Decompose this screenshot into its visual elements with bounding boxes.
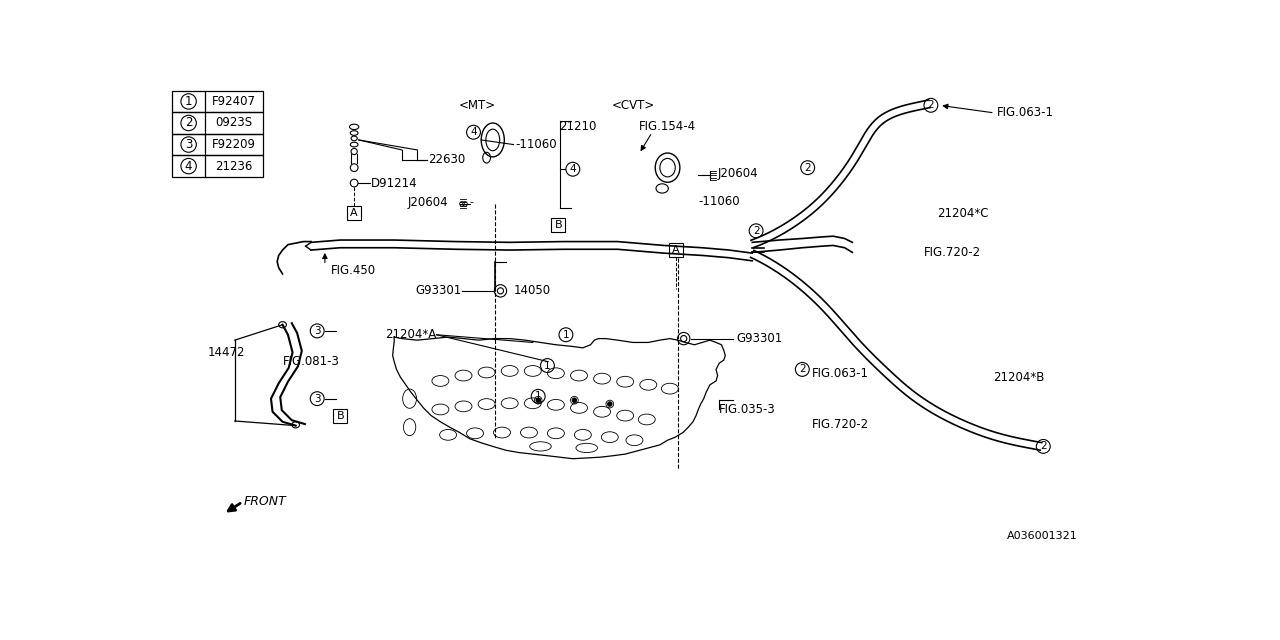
- Circle shape: [608, 402, 612, 406]
- Text: -: -: [470, 197, 474, 207]
- Text: 4: 4: [470, 127, 477, 137]
- Text: FRONT: FRONT: [244, 495, 287, 508]
- Bar: [552, 218, 566, 232]
- Text: <MT>: <MT>: [458, 99, 495, 112]
- Text: FIG.720-2: FIG.720-2: [924, 246, 980, 259]
- Text: 4: 4: [570, 164, 576, 174]
- Text: FIG.063-1: FIG.063-1: [812, 367, 869, 380]
- Bar: [173, 156, 262, 177]
- Text: 4: 4: [184, 159, 192, 173]
- Text: -11060: -11060: [699, 195, 740, 208]
- Text: J20604: J20604: [407, 196, 448, 209]
- Text: G93301: G93301: [736, 332, 782, 345]
- Bar: [347, 206, 361, 220]
- Text: 1: 1: [563, 330, 570, 340]
- Text: F92209: F92209: [211, 138, 256, 151]
- Text: J20604: J20604: [718, 167, 758, 180]
- Text: 21210: 21210: [559, 120, 596, 133]
- Text: 21204*C: 21204*C: [937, 207, 988, 220]
- Bar: [173, 134, 262, 156]
- Circle shape: [536, 398, 540, 403]
- Text: 14050: 14050: [513, 284, 550, 298]
- Text: 3: 3: [184, 138, 192, 151]
- Text: D91214: D91214: [371, 177, 417, 189]
- Text: FIG.081-3: FIG.081-3: [283, 355, 339, 368]
- Text: A: A: [672, 245, 680, 255]
- Bar: [173, 112, 262, 134]
- Text: B: B: [554, 220, 562, 230]
- Circle shape: [572, 398, 577, 403]
- Text: 21204*A: 21204*A: [385, 328, 436, 341]
- Text: 2: 2: [753, 226, 759, 236]
- Text: 2: 2: [928, 100, 934, 110]
- Text: FIG.450: FIG.450: [332, 264, 376, 277]
- Text: 14472: 14472: [207, 346, 246, 359]
- Text: FIG.063-1: FIG.063-1: [997, 106, 1055, 118]
- Text: A: A: [351, 208, 358, 218]
- Text: FIG.154-4: FIG.154-4: [639, 120, 696, 133]
- Text: 3: 3: [314, 394, 320, 404]
- Text: 2: 2: [184, 116, 192, 129]
- Text: 1: 1: [544, 360, 550, 371]
- Text: 1: 1: [535, 391, 541, 401]
- Bar: [333, 409, 347, 422]
- Text: 3: 3: [314, 326, 320, 336]
- Text: <CVT>: <CVT>: [612, 99, 654, 112]
- Text: 21204*B: 21204*B: [993, 371, 1044, 383]
- Text: FIG.720-2: FIG.720-2: [812, 419, 869, 431]
- Text: 2: 2: [1039, 442, 1047, 451]
- Text: 2: 2: [804, 163, 812, 173]
- Text: F92407: F92407: [211, 95, 256, 108]
- Text: 2: 2: [799, 364, 805, 374]
- Text: 21236: 21236: [215, 159, 252, 173]
- Text: 1: 1: [184, 95, 192, 108]
- Text: G93301: G93301: [416, 284, 462, 298]
- Bar: [173, 91, 262, 112]
- Text: 0923S: 0923S: [215, 116, 252, 129]
- Text: FIG.035-3: FIG.035-3: [719, 403, 776, 416]
- Text: B: B: [337, 411, 344, 420]
- Text: A036001321: A036001321: [1007, 531, 1078, 541]
- Bar: [669, 243, 684, 257]
- Text: 22630: 22630: [428, 154, 466, 166]
- Text: -11060: -11060: [515, 138, 557, 151]
